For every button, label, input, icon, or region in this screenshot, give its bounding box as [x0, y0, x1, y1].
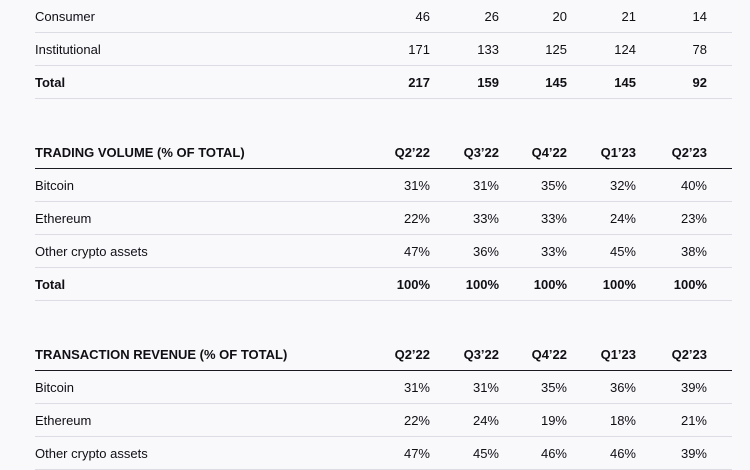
column-header: Q3’22	[463, 347, 499, 362]
cell-value: 31%	[472, 380, 499, 395]
cell-value: 100%	[396, 277, 430, 292]
row-label: Other crypto assets	[35, 446, 148, 461]
row-label: Total	[35, 75, 66, 90]
cell-value: 33%	[540, 211, 567, 226]
cell-value: 45%	[609, 244, 636, 259]
column-header: Q2’23	[671, 347, 707, 362]
total-row: Total 217 159 145 145 92	[35, 66, 732, 99]
cell-value: 45%	[472, 446, 499, 461]
cell-value: 21	[621, 9, 636, 24]
cell-value: 19%	[540, 413, 567, 428]
transaction-users-table: Consumer 46 26 20 21 14 Institutional 17…	[35, 0, 732, 99]
cell-value: 171	[408, 42, 430, 57]
cell-value: 159	[477, 75, 499, 90]
table-header-row: TRANSACTION REVENUE (% OF TOTAL) Q2’22 Q…	[35, 338, 732, 371]
cell-value: 133	[477, 42, 499, 57]
cell-value: 47%	[403, 244, 430, 259]
row-label: Consumer	[35, 9, 95, 24]
cell-value: 24%	[472, 413, 499, 428]
column-header: Q4’22	[531, 145, 567, 160]
cell-value: 46%	[609, 446, 636, 461]
table-heading: TRANSACTION REVENUE (% OF TOTAL)	[35, 347, 288, 362]
table-heading: TRADING VOLUME (% OF TOTAL)	[35, 145, 245, 160]
cell-value: 31%	[403, 178, 430, 193]
cell-value: 92	[692, 75, 707, 90]
cell-value: 100%	[465, 277, 499, 292]
cell-value: 100%	[673, 277, 707, 292]
column-header: Q3’22	[463, 145, 499, 160]
cell-value: 35%	[540, 380, 567, 395]
table-row: Institutional 171 133 125 124 78	[35, 33, 732, 66]
table-row: Ethereum 22% 24% 19% 18% 21%	[35, 404, 732, 437]
cell-value: 33%	[472, 211, 499, 226]
column-header: Q1’23	[600, 347, 636, 362]
cell-value: 32%	[609, 178, 636, 193]
cell-value: 39%	[680, 446, 707, 461]
cell-value: 217	[408, 75, 430, 90]
cell-value: 20	[552, 9, 567, 24]
column-header: Q4’22	[531, 347, 567, 362]
cell-value: 46	[415, 9, 430, 24]
transaction-revenue-table: TRANSACTION REVENUE (% OF TOTAL) Q2’22 Q…	[35, 338, 732, 470]
table-row: Consumer 46 26 20 21 14	[35, 0, 732, 33]
cell-value: 23%	[680, 211, 707, 226]
row-label: Total	[35, 277, 66, 292]
cell-value: 38%	[680, 244, 707, 259]
cell-value: 145	[545, 75, 567, 90]
cell-value: 31%	[472, 178, 499, 193]
table-row: Bitcoin 31% 31% 35% 32% 40%	[35, 169, 732, 202]
cell-value: 21%	[680, 413, 707, 428]
cell-value: 78	[692, 42, 707, 57]
row-label: Other crypto assets	[35, 244, 148, 259]
cell-value: 145	[614, 75, 636, 90]
cell-value: 100%	[533, 277, 567, 292]
cell-value: 31%	[403, 380, 430, 395]
row-label: Bitcoin	[35, 178, 75, 193]
column-header: Q2’22	[394, 347, 430, 362]
column-header: Q2’22	[394, 145, 430, 160]
cell-value: 33%	[540, 244, 567, 259]
cell-value: 36%	[472, 244, 499, 259]
cell-value: 35%	[540, 178, 567, 193]
table-header-row: TRADING VOLUME (% OF TOTAL) Q2’22 Q3’22 …	[35, 136, 732, 169]
cell-value: 100%	[602, 277, 636, 292]
cell-value: 22%	[403, 413, 430, 428]
total-row: Total 100% 100% 100% 100% 100%	[35, 268, 732, 301]
cell-value: 39%	[680, 380, 707, 395]
cell-value: 22%	[403, 211, 430, 226]
table-row: Other crypto assets 47% 45% 46% 46% 39%	[35, 437, 732, 470]
cell-value: 125	[545, 42, 567, 57]
cell-value: 124	[614, 42, 636, 57]
cell-value: 24%	[609, 211, 636, 226]
table-row: Other crypto assets 47% 36% 33% 45% 38%	[35, 235, 732, 268]
column-header: Q2’23	[671, 145, 707, 160]
row-label: Ethereum	[35, 211, 92, 226]
row-label: Ethereum	[35, 413, 92, 428]
trading-volume-table: TRADING VOLUME (% OF TOTAL) Q2’22 Q3’22 …	[35, 136, 732, 301]
cell-value: 14	[692, 9, 707, 24]
row-label: Institutional	[35, 42, 101, 57]
cell-value: 40%	[680, 178, 707, 193]
cell-value: 18%	[609, 413, 636, 428]
cell-value: 47%	[403, 446, 430, 461]
table-row: Bitcoin 31% 31% 35% 36% 39%	[35, 371, 732, 404]
table-row: Ethereum 22% 33% 33% 24% 23%	[35, 202, 732, 235]
row-label: Bitcoin	[35, 380, 75, 395]
column-header: Q1’23	[600, 145, 636, 160]
cell-value: 46%	[540, 446, 567, 461]
cell-value: 36%	[609, 380, 636, 395]
cell-value: 26	[484, 9, 499, 24]
